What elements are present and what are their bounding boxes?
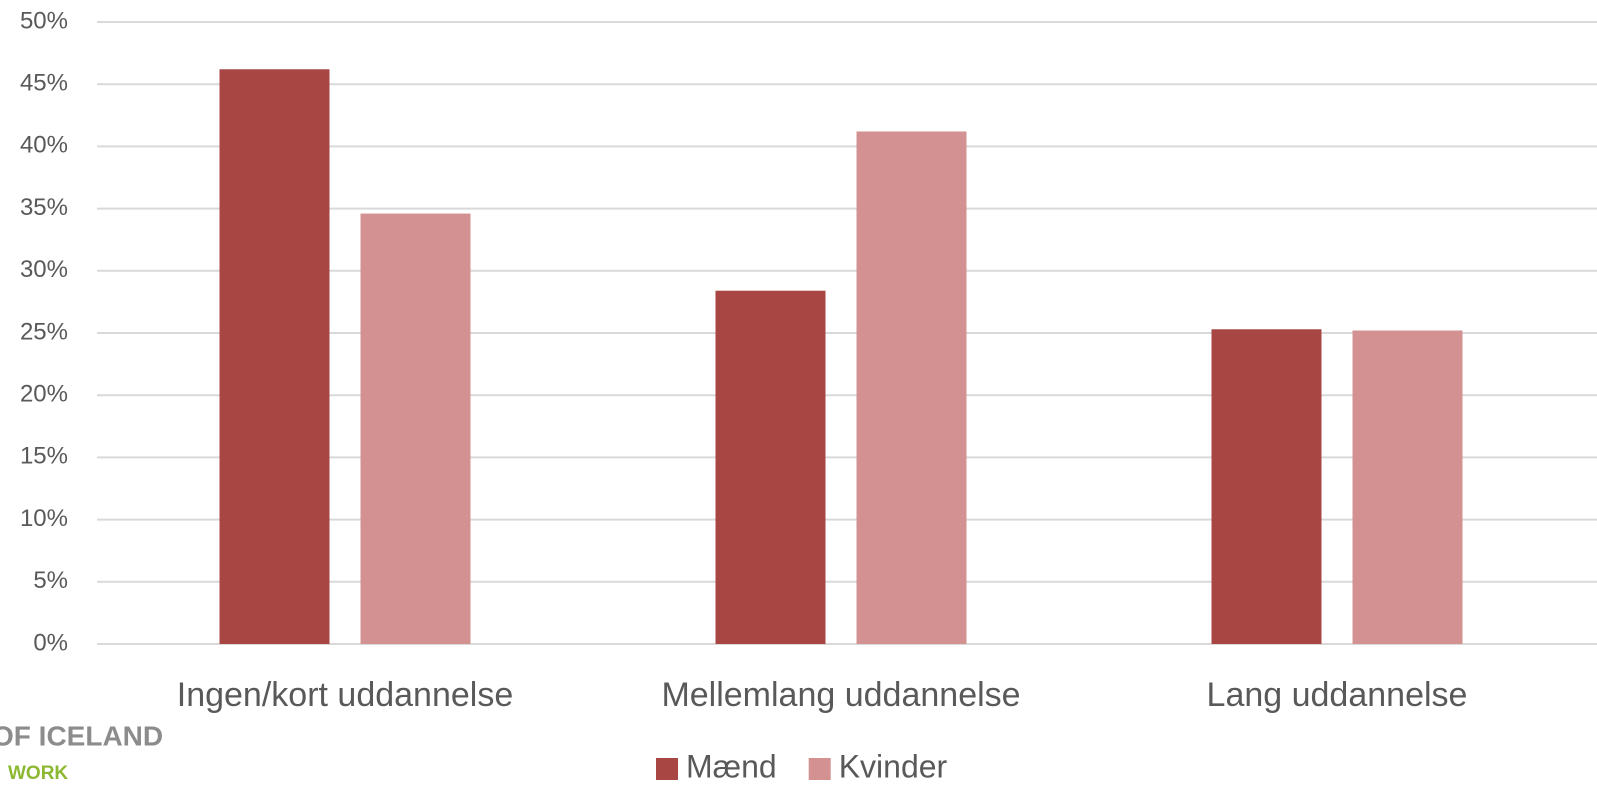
- y-tick-label: 20%: [20, 381, 68, 408]
- x-tick-label: Lang uddannelse: [1207, 676, 1468, 714]
- x-tick-label: Mellemlang uddannelse: [661, 676, 1020, 714]
- y-tick-label: 50%: [20, 7, 68, 34]
- logo-text: OF ICELAND: [0, 720, 163, 751]
- y-tick-label: 30%: [20, 256, 68, 283]
- legend-label: Kvinder: [839, 748, 948, 784]
- bar: [715, 290, 826, 644]
- y-tick-label: 35%: [20, 194, 68, 221]
- legend-label: Mænd: [686, 748, 777, 784]
- logo-subtext: WORK: [8, 763, 68, 784]
- bar: [856, 131, 967, 645]
- bar: [1211, 329, 1322, 644]
- y-tick-label: 15%: [20, 443, 68, 470]
- bar: [1352, 330, 1463, 644]
- bar: [219, 69, 330, 645]
- legend-swatch: [656, 758, 678, 780]
- x-tick-label: Ingen/kort uddannelse: [177, 676, 513, 714]
- y-tick-label: 25%: [20, 318, 68, 345]
- y-tick-label: 0%: [33, 629, 68, 656]
- y-tick-label: 5%: [33, 567, 68, 594]
- legend-swatch: [808, 758, 831, 780]
- y-tick-label: 10%: [20, 505, 68, 532]
- y-tick-label: 40%: [20, 132, 68, 159]
- bar: [360, 213, 471, 645]
- y-tick-label: 45%: [20, 70, 68, 97]
